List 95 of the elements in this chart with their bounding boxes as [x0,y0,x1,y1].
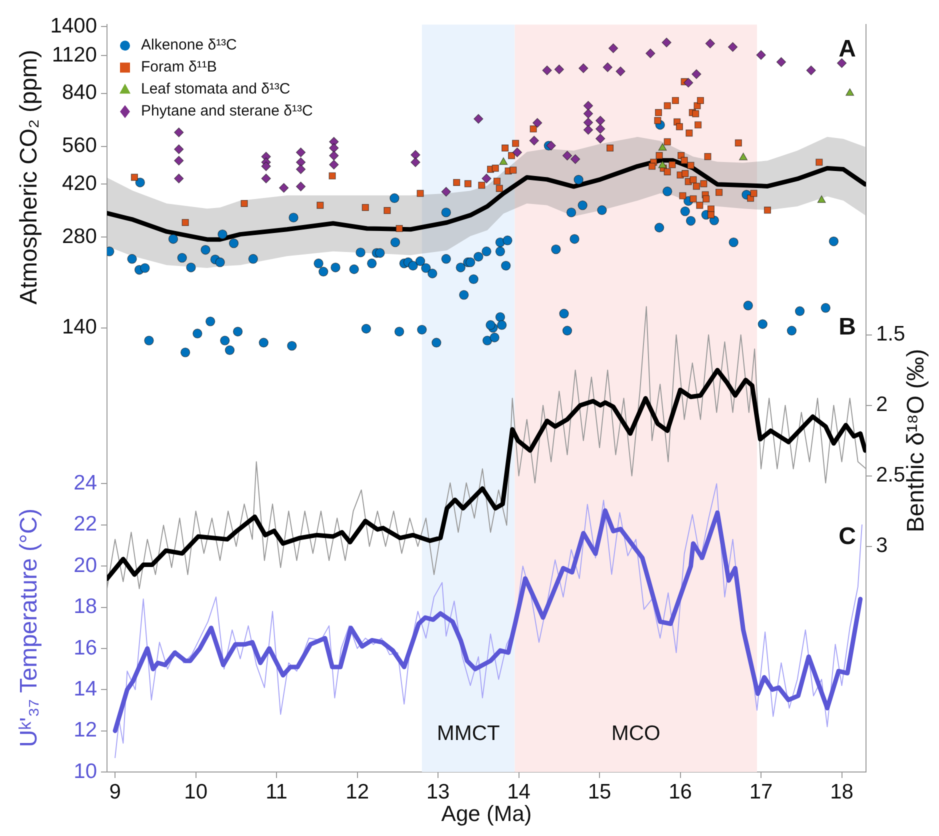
point [817,195,826,203]
point [296,164,306,174]
point [562,150,572,160]
point [546,140,556,151]
y3-tick-label: 22 [74,512,97,536]
x-tick-label: 17 [749,780,773,804]
band-label: MMCT [436,722,500,745]
x-tick-label: 13 [426,780,450,804]
point [532,118,542,128]
x-tick-label: 9 [109,780,121,804]
point [174,174,184,184]
y3-axis-title: Uᵏ'₃₇ Temperature (°C) [16,508,43,748]
point [261,174,271,184]
annotation: A [838,36,856,63]
annotation: B [838,314,856,341]
x-tick-label: 14 [507,780,531,804]
point [329,143,339,153]
point [261,161,271,172]
y3-tick-label: 20 [74,554,97,577]
x-tick-label: 18 [830,780,854,804]
point [846,88,854,96]
point [329,160,339,170]
point [410,157,420,168]
point [441,186,451,197]
y3-tick-label: 12 [74,718,97,742]
legend-label: Foram δ¹¹B [141,58,217,76]
point [174,156,184,166]
x-axis-title: Age (Ma) [441,800,532,826]
point [512,148,522,158]
x-tick-label: 12 [346,780,369,804]
y2-tick-label: 3 [876,534,888,558]
point [296,157,306,168]
point [482,174,492,184]
y-tick-label: 420 [62,172,97,195]
point [646,48,656,58]
band-label: MCO [611,722,660,745]
point [728,42,738,52]
point [570,154,580,164]
y-tick-label: 1400 [50,14,97,38]
point [658,143,667,151]
point [684,78,694,88]
x-tick-label: 11 [266,780,288,804]
y-tick-label: 280 [62,224,97,248]
point [296,182,306,192]
point [806,66,816,76]
point [583,118,594,128]
point [756,50,766,60]
y-tick-label: 1120 [52,43,97,66]
point [329,150,339,160]
point [658,160,667,168]
point [296,148,306,158]
point [596,116,606,126]
point [278,182,289,193]
point [836,58,847,68]
point [474,114,484,124]
point [776,57,786,67]
point [616,66,626,76]
legend-label: Alkenone δ¹³C [141,36,238,54]
y3-tick-label: 24 [74,472,98,495]
y-axis-title: Atmospheric CO₂ (ppm) [16,50,43,304]
y3-tick-label: 18 [74,595,97,618]
y-tick-label: 840 [62,81,97,104]
point [174,144,184,154]
legend-label: Phytane and sterane δ¹³C [141,102,313,120]
y2-tick-label: 2.5 [876,464,906,487]
point [174,128,184,138]
y2-tick-label: 1.5 [876,322,906,346]
point [583,100,594,111]
point [583,108,594,119]
point [410,150,420,160]
y-tick-label: 560 [62,134,97,158]
point [529,136,539,146]
point [705,38,716,48]
point [499,157,508,165]
x-tick-label: 15 [588,780,612,804]
y2-tick-label: 2 [876,393,888,416]
x-tick-label: 10 [184,780,208,804]
legend-label: Leaf stomata and δ¹³C [141,80,290,98]
point [596,124,606,134]
point [608,43,618,54]
y-tick-label: 140 [62,316,97,339]
point [583,125,594,135]
point [578,63,588,74]
point [739,152,748,160]
point [662,38,672,48]
x-tick-label: 16 [668,780,692,804]
y3-tick-label: 10 [74,760,97,783]
point [596,134,606,144]
point [554,64,564,74]
point [602,62,612,72]
point [542,66,552,76]
point [692,69,702,79]
y3-tick-label: 16 [74,636,97,660]
annotation: C [838,522,856,550]
y3-tick-label: 14 [74,677,98,700]
